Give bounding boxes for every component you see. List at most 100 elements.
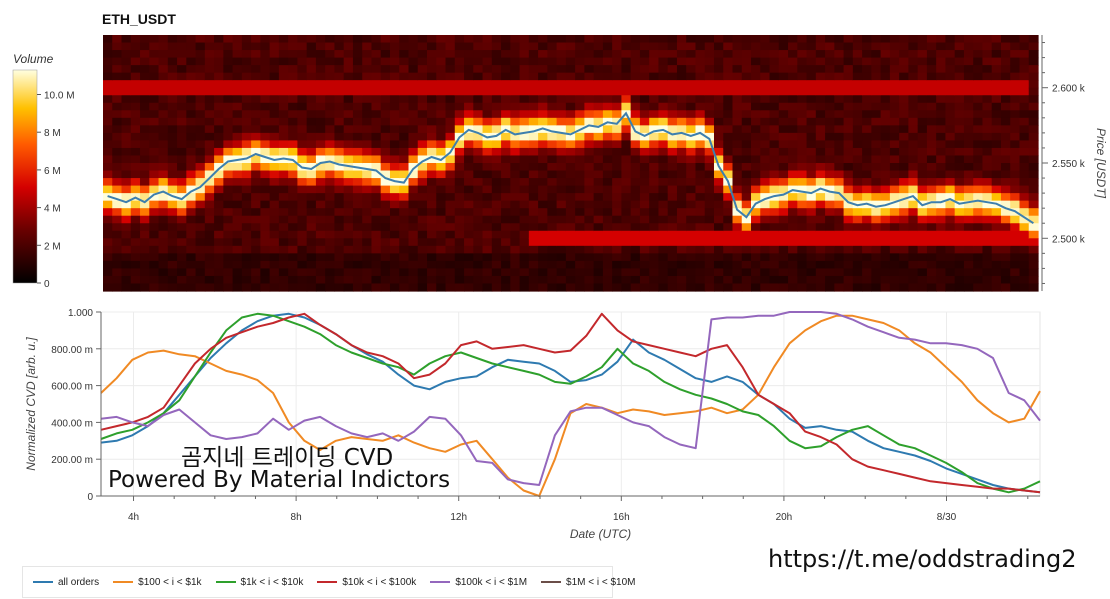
- heatmap-cell: [195, 215, 206, 224]
- heatmap-cell: [325, 200, 336, 209]
- heatmap-cell: [380, 125, 391, 134]
- heatmap-cell: [963, 163, 974, 172]
- heatmap-cell: [713, 42, 724, 51]
- heatmap-cell: [602, 185, 613, 194]
- heatmap-cell: [593, 147, 604, 157]
- heatmap-cell: [797, 102, 808, 111]
- heatmap-cell: [788, 95, 798, 104]
- heatmap-cell: [343, 260, 354, 270]
- heatmap-cell: [343, 155, 354, 164]
- heatmap-cell: [362, 215, 373, 224]
- heatmap-cell: [695, 102, 706, 111]
- heatmap-cell: [1000, 260, 1011, 270]
- heatmap-cell: [510, 117, 521, 126]
- heatmap-cell: [464, 170, 474, 179]
- heatmap-cell: [306, 102, 317, 111]
- heatmap-cell: [667, 268, 678, 277]
- heatmap-cell: [547, 57, 558, 66]
- heatmap-cell: [630, 275, 641, 285]
- heatmap-cell: [621, 230, 632, 239]
- heatmap-cell: [1010, 102, 1021, 111]
- heatmap-cell: [103, 140, 113, 149]
- heatmap-cell: [149, 253, 160, 262]
- heatmap-cell: [288, 253, 299, 262]
- heatmap-cell: [306, 268, 317, 277]
- heatmap-cell: [140, 140, 150, 149]
- heatmap-cell: [408, 35, 419, 44]
- heatmap-cell: [889, 283, 900, 292]
- legend-item-s100_1k[interactable]: $100 < i < $1k: [113, 577, 202, 588]
- heatmap-cell: [315, 268, 326, 277]
- heatmap-cell: [899, 275, 909, 285]
- heatmap-cell: [612, 35, 623, 44]
- heatmap-cell: [686, 147, 697, 157]
- heatmap-cell: [334, 283, 345, 292]
- heatmap-cell: [852, 238, 863, 247]
- heatmap-cell: [454, 140, 465, 149]
- heatmap-cell: [288, 80, 299, 89]
- heatmap-cell: [362, 95, 373, 104]
- heatmap-cell: [843, 57, 854, 66]
- heatmap-cell: [695, 147, 706, 157]
- heatmap-cell: [389, 163, 400, 172]
- legend-item-s100k_1m[interactable]: $100k < i < $1M: [430, 577, 527, 588]
- heatmap-cell: [380, 42, 391, 51]
- heatmap-cell: [408, 50, 419, 59]
- heatmap-cell: [1019, 57, 1030, 66]
- heatmap-cell: [769, 65, 780, 74]
- heatmap-cell: [723, 200, 734, 209]
- heatmap-cell: [908, 230, 919, 239]
- heatmap-cell: [204, 102, 215, 111]
- heatmap-cell: [825, 178, 835, 187]
- heatmap-cell: [871, 80, 882, 89]
- heatmap-cell: [704, 283, 715, 292]
- heatmap-cell: [639, 72, 650, 81]
- legend-item-s10k_100k[interactable]: $10k < i < $100k: [317, 577, 416, 588]
- heatmap-cell: [103, 95, 113, 104]
- heatmap-cell: [325, 117, 336, 126]
- heatmap-cell: [695, 35, 706, 44]
- heatmap-cell: [149, 245, 160, 254]
- heatmap-cell: [575, 268, 585, 277]
- heatmap-cell: [713, 72, 724, 81]
- heatmap-cell: [621, 163, 632, 172]
- heatmap-cell: [760, 193, 771, 202]
- heatmap-cell: [649, 215, 660, 224]
- heatmap-cell: [880, 155, 891, 164]
- legend-item-all_orders[interactable]: all orders: [33, 577, 99, 588]
- heatmap-cell: [593, 223, 604, 232]
- heatmap-cell: [815, 253, 826, 262]
- heatmap-cell: [223, 215, 234, 224]
- heatmap-cell: [723, 275, 734, 285]
- heatmap-cell: [834, 268, 845, 277]
- heatmap-cell: [806, 163, 817, 172]
- heatmap-cell: [306, 65, 317, 74]
- heatmap-cell: [815, 163, 826, 172]
- heatmap-cell: [704, 57, 715, 66]
- heatmap-cell: [825, 87, 835, 96]
- heatmap-cell: [510, 155, 521, 164]
- heatmap-cell: [908, 117, 919, 126]
- legend-item-s1k_10k[interactable]: $1k < i < $10k: [215, 577, 303, 588]
- heatmap-cell: [177, 253, 187, 262]
- heatmap-cell: [325, 110, 336, 119]
- heatmap-cell: [806, 110, 817, 119]
- heatmap-cell: [936, 50, 947, 59]
- heatmap-cell: [797, 147, 808, 157]
- heatmap-cell: [288, 260, 299, 270]
- heatmap-cell: [204, 268, 215, 277]
- heatmap-cell: [686, 245, 697, 254]
- heatmap-cell: [602, 238, 613, 247]
- telegram-link[interactable]: https://t.me/oddstrading2: [768, 545, 1077, 573]
- heatmap-cell: [852, 170, 863, 179]
- heatmap-cell: [973, 193, 984, 202]
- heatmap-cell: [1000, 140, 1011, 149]
- heatmap-cell: [371, 125, 382, 134]
- legend-item-s1m_10m[interactable]: $1M < i < $10M: [541, 577, 636, 588]
- heatmap-cell: [1000, 200, 1011, 209]
- heatmap-cell: [834, 185, 845, 194]
- heatmap-cell: [501, 110, 511, 119]
- heatmap-cell: [241, 95, 252, 104]
- heatmap-cell: [880, 253, 891, 262]
- heatmap-cell: [871, 35, 882, 44]
